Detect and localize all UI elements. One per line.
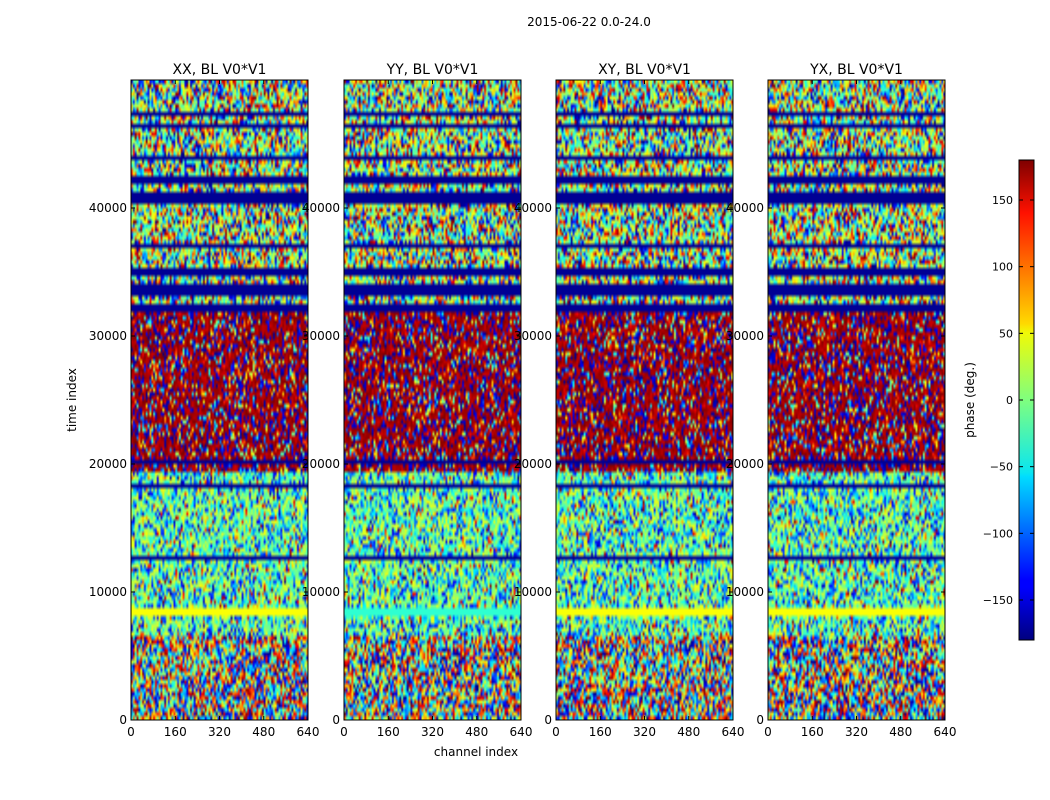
- x-tick-label: 640: [934, 725, 957, 739]
- y-tick-label: 0: [332, 713, 340, 727]
- colorbar-tick-label: 150: [992, 194, 1013, 207]
- y-tick-label: 30000: [514, 329, 552, 343]
- colorbar-tick-label: −100: [983, 527, 1013, 540]
- colorbar-label: phase (deg.): [963, 362, 977, 438]
- panel-title-3: YX, BL V0*V1: [809, 62, 903, 78]
- x-tick-label: 320: [421, 725, 444, 739]
- y-tick-label: 30000: [726, 329, 764, 343]
- y-tick-label: 40000: [302, 201, 340, 215]
- colorbar-tick-label: −150: [983, 594, 1013, 607]
- y-tick-label: 30000: [89, 329, 127, 343]
- heatmap-image-0: [131, 80, 308, 720]
- x-tick-label: 160: [164, 725, 187, 739]
- panel-title-0: XX, BL V0*V1: [173, 62, 267, 78]
- colorbar-tick-label: −50: [990, 461, 1013, 474]
- x-tick-label: 320: [208, 725, 231, 739]
- x-tick-label: 0: [552, 725, 560, 739]
- panel-title-2: XY, BL V0*V1: [598, 62, 691, 78]
- x-tick-label: 160: [589, 725, 612, 739]
- y-tick-label: 40000: [514, 201, 552, 215]
- y-tick-label: 10000: [514, 585, 552, 599]
- y-tick-label: 0: [544, 713, 552, 727]
- x-tick-label: 480: [677, 725, 700, 739]
- x-tick-label: 320: [845, 725, 868, 739]
- y-tick-label: 30000: [302, 329, 340, 343]
- x-tick-label: 320: [633, 725, 656, 739]
- x-tick-label: 480: [889, 725, 912, 739]
- x-axis-label: channel index: [434, 745, 518, 759]
- y-tick-label: 10000: [89, 585, 127, 599]
- y-tick-label: 20000: [89, 457, 127, 471]
- x-tick-label: 0: [340, 725, 348, 739]
- x-tick-label: 160: [377, 725, 400, 739]
- y-axis-label: time index: [65, 368, 79, 432]
- panel-3: YX, BL V0*V1 0 160 320 480 640 0 10000 20000 3000…: [726, 62, 957, 739]
- x-tick-label: 480: [465, 725, 488, 739]
- heatmap-image-2: [556, 80, 733, 720]
- y-tick-label: 10000: [726, 585, 764, 599]
- panel-1: YY, BL V0*V1 0 160 320 480 640 0 10000 20000 3000…: [302, 62, 533, 739]
- y-tick-label: 10000: [302, 585, 340, 599]
- x-tick-label: 640: [297, 725, 320, 739]
- x-tick-label: 0: [127, 725, 135, 739]
- panel-2: XY, BL V0*V1 0 160 320 480 640 0 10000 20000 3000…: [514, 62, 745, 739]
- colorbar: −150 −100 −50 0 50 100 150 phase (deg.): [963, 159, 1035, 641]
- x-tick-label: 480: [252, 725, 275, 739]
- heatmap-image-1: [344, 80, 521, 720]
- y-tick-label: 20000: [514, 457, 552, 471]
- heatmap-image-3: [768, 80, 945, 720]
- panel-0: XX, BL V0*V1 0 160 320 480 640 0 10000 20000 3000…: [89, 62, 320, 739]
- panel-title-1: YY, BL V0*V1: [386, 62, 479, 78]
- colorbar-tick-label: 0: [1006, 394, 1013, 407]
- x-tick-label: 160: [801, 725, 824, 739]
- y-tick-label: 0: [756, 713, 764, 727]
- y-tick-label: 40000: [89, 201, 127, 215]
- colorbar-tick-label: 50: [999, 327, 1013, 340]
- figure-title: 2015-06-22 0.0-24.0: [527, 15, 651, 29]
- x-tick-label: 0: [764, 725, 772, 739]
- colorbar-tick-label: 100: [992, 261, 1013, 274]
- x-tick-label: 640: [722, 725, 745, 739]
- y-tick-label: 20000: [726, 457, 764, 471]
- y-tick-label: 40000: [726, 201, 764, 215]
- y-tick-label: 20000: [302, 457, 340, 471]
- x-tick-label: 640: [510, 725, 533, 739]
- y-tick-label: 0: [119, 713, 127, 727]
